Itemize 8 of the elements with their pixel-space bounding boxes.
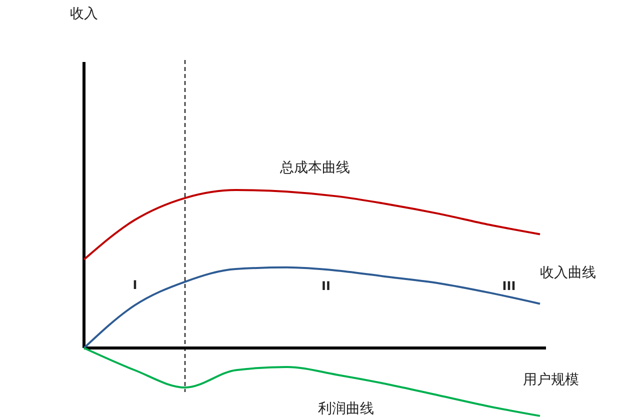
series-label: 收入曲线 <box>540 265 596 281</box>
annotation: II <box>322 279 330 293</box>
annotation: III <box>502 279 516 293</box>
text: 收入 <box>70 6 98 22</box>
series-label: 总成本曲线 <box>279 160 350 176</box>
annotation: I <box>132 278 138 292</box>
x-axis-title: 用户规模 <box>523 372 579 388</box>
series-label: 利润曲线 <box>318 401 374 417</box>
